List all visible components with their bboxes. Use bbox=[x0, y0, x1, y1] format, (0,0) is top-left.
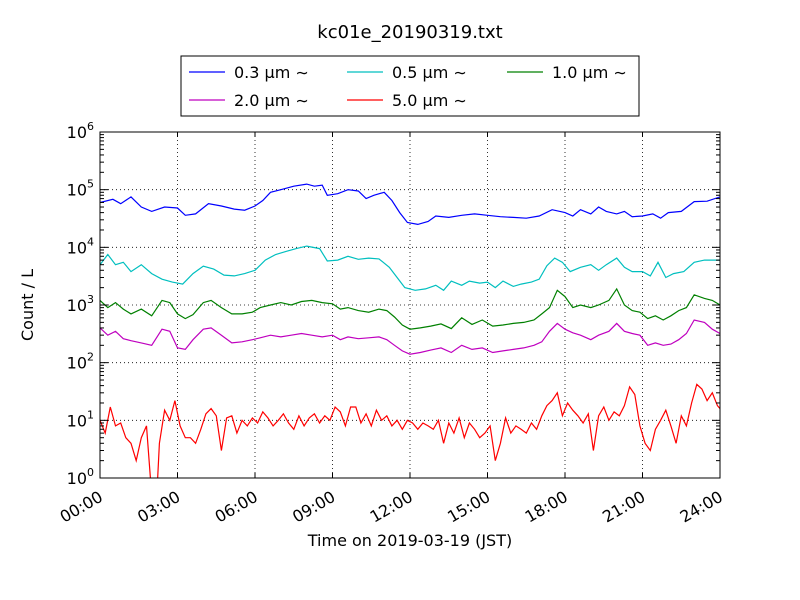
x-tick-label: 12:00 bbox=[367, 487, 416, 527]
series-layer bbox=[100, 183, 720, 478]
chart-title: kc01e_20190319.txt bbox=[317, 22, 502, 43]
legend-box bbox=[180, 55, 640, 117]
series-line-2-0 bbox=[100, 319, 720, 355]
y-tick-label: 101 bbox=[67, 408, 94, 430]
y-tick-label: 106 bbox=[67, 120, 94, 142]
series-line-5-0 bbox=[100, 383, 720, 478]
x-tick-label: 06:00 bbox=[212, 487, 261, 527]
y-tick-label: 102 bbox=[67, 351, 94, 373]
legend-entry: 1.0 μm ∼ bbox=[552, 63, 627, 82]
x-tick-label: 00:00 bbox=[57, 487, 106, 527]
x-tick-label: 09:00 bbox=[289, 487, 338, 527]
x-tick-label: 24:00 bbox=[677, 487, 726, 527]
y-tick-label: 100 bbox=[67, 466, 94, 488]
series-line-0-5 bbox=[100, 245, 720, 292]
legend: 0.3 μm ∼ 0.5 μm ∼ 1.0 μm ∼ 2.0 μm ∼ 5.0 μm ∼ bbox=[180, 55, 640, 117]
y-axis-label: Count / L bbox=[18, 269, 37, 341]
series-line-1-0 bbox=[100, 287, 720, 330]
y-tick-label: 105 bbox=[67, 178, 94, 200]
x-tick-label: 15:00 bbox=[444, 487, 493, 527]
legend-entry: 0.5 μm ∼ bbox=[392, 63, 467, 82]
legend-entry: 2.0 μm ∼ bbox=[234, 91, 309, 110]
x-tick-label: 18:00 bbox=[522, 487, 571, 527]
series-line-0-3 bbox=[100, 183, 720, 226]
x-tick-label: 03:00 bbox=[134, 487, 183, 527]
legend-entry: 5.0 μm ∼ bbox=[392, 91, 467, 110]
y-tick-label: 104 bbox=[67, 235, 94, 257]
y-tick-label: 103 bbox=[67, 293, 94, 315]
x-axis-label: Time on 2019-03-19 (JST) bbox=[307, 531, 512, 550]
x-tick-label: 21:00 bbox=[599, 487, 648, 527]
legend-entry: 0.3 μm ∼ bbox=[234, 63, 309, 82]
